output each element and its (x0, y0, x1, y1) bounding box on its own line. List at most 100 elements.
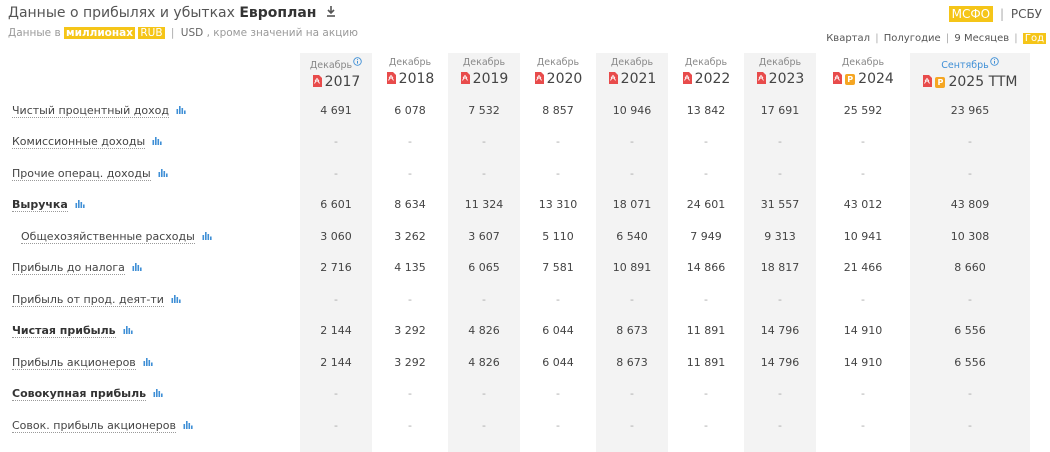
table-cell: 6 601 (320, 198, 352, 211)
column-year-label: 2022 (694, 71, 731, 87)
bar-chart-icon[interactable] (153, 387, 163, 397)
row-label[interactable]: Комиссионные доходы (12, 135, 162, 149)
row-label-text[interactable]: Совок. прибыль акционеров (12, 419, 176, 433)
column-header[interactable]: Декабрь 2022 (670, 57, 742, 89)
row-label-text[interactable]: Чистый процентный доход (12, 104, 169, 118)
bar-chart-icon[interactable] (202, 230, 212, 240)
table-cell: - (482, 135, 486, 148)
table-row: Прибыль от прод. деят-ти - - - - - - - - - (0, 290, 1050, 312)
table-cell: 14 866 (686, 261, 726, 274)
table-cell: 13 842 (686, 104, 726, 117)
period-nine-months-tab[interactable]: 9 Месяцев (954, 33, 1010, 44)
column-header[interactable]: Декабрь 2020 (522, 57, 594, 89)
info-icon[interactable] (353, 57, 362, 66)
currency-separator: | (170, 27, 175, 39)
column-month-label: Декабрь (536, 57, 580, 68)
table-cell: 31 557 (760, 198, 800, 211)
column-header[interactable]: Декабрь 2017 (300, 57, 372, 92)
row-label[interactable]: Чистая прибыль (12, 324, 133, 338)
column-header[interactable]: Декабрь 2021 (596, 57, 668, 89)
column-header[interactable]: Декабрь 2019 (448, 57, 520, 89)
pdf-report-icon[interactable] (534, 72, 544, 84)
row-label[interactable]: Прибыль до налога (12, 261, 142, 275)
row-label-text[interactable]: Прочие операц. доходы (12, 167, 151, 181)
currency-usd-button[interactable]: USD (180, 27, 204, 39)
column-header[interactable]: Декабрь 2018 (374, 57, 446, 89)
table-cell: - (704, 135, 708, 148)
period-half-tab[interactable]: Полугодие (883, 33, 941, 44)
row-label-text[interactable]: Комиссионные доходы (12, 135, 146, 149)
table-cell: - (482, 387, 486, 400)
pdf-report-icon[interactable] (312, 75, 322, 87)
column-header[interactable]: Декабрь P 2024 (818, 57, 908, 89)
info-icon[interactable] (989, 57, 999, 66)
row-label[interactable]: Совок. прибыль акционеров (12, 419, 193, 433)
column-period-month: Декабрь (818, 57, 908, 69)
period-separator: | (1014, 33, 1018, 44)
pdf-report-icon[interactable] (756, 72, 766, 84)
download-icon[interactable] (325, 5, 337, 18)
row-label-text[interactable]: Прибыль до налога (12, 261, 125, 275)
table-cell: - (778, 167, 782, 180)
table-cell: 7 581 (542, 261, 574, 274)
row-label[interactable]: Общехозяйственные расходы (21, 230, 212, 244)
table-cell: - (778, 293, 782, 306)
pdf-report-icon[interactable] (922, 75, 933, 87)
table-cell: 10 891 (612, 261, 652, 274)
bar-chart-icon[interactable] (158, 167, 168, 177)
row-label[interactable]: Чистый процентный доход (12, 104, 186, 118)
bar-chart-icon[interactable] (171, 293, 181, 303)
row-label-text[interactable]: Совокупная прибыль (12, 387, 147, 401)
table-cell: 4 135 (394, 261, 426, 274)
row-label-text[interactable]: Выручка (12, 198, 68, 212)
column-year-label: 2023 (768, 71, 805, 87)
column-year-line: P 2025 TTM (910, 72, 1030, 92)
column-period-month: Декабрь (448, 57, 520, 69)
table-cell: - (968, 167, 972, 180)
table-cell: - (556, 419, 560, 432)
bar-chart-icon[interactable] (123, 324, 133, 334)
pdf-report-icon[interactable] (460, 72, 470, 84)
row-label[interactable]: Совокупная прибыль (12, 387, 163, 401)
row-label-text[interactable]: Прибыль от прод. деят-ти (12, 293, 164, 307)
row-label[interactable]: Прибыль акционеров (12, 356, 153, 370)
period-quarter-tab[interactable]: Квартал (826, 33, 871, 44)
pdf-report-icon[interactable] (608, 72, 618, 84)
pdf-report-icon[interactable] (386, 72, 396, 84)
row-label[interactable]: Прочие операц. доходы (12, 167, 168, 181)
column-header[interactable]: Декабрь 2023 (744, 57, 816, 89)
row-label-text[interactable]: Общехозяйственные расходы (21, 230, 195, 244)
row-label-text[interactable]: Прибыль акционеров (12, 356, 136, 370)
table-cell: - (968, 293, 972, 306)
bar-chart-icon[interactable] (143, 356, 153, 366)
column-year-label: 2018 (398, 71, 435, 87)
row-label-text[interactable]: Чистая прибыль (12, 324, 116, 338)
bar-chart-icon[interactable] (75, 198, 85, 208)
column-header[interactable]: Сентябрь P 2025 TTM (910, 57, 1030, 92)
presentation-badge-icon[interactable]: P (935, 77, 946, 88)
bar-chart-icon[interactable] (176, 104, 186, 114)
units-selector[interactable]: миллионах (64, 27, 136, 39)
column-year-label: 2021 (620, 71, 657, 87)
ifrs-tab[interactable]: МСФО (948, 6, 994, 22)
table-cell: 14 910 (843, 356, 883, 369)
ras-tab[interactable]: РСБУ (1010, 7, 1042, 21)
bar-chart-icon[interactable] (183, 419, 193, 429)
period-year-tab[interactable]: Год (1022, 33, 1046, 44)
currency-rub-button[interactable]: RUB (138, 27, 165, 39)
table-cell: 6 540 (616, 230, 648, 243)
presentation-badge-icon[interactable]: P (845, 74, 856, 85)
table-cell: - (334, 419, 338, 432)
bar-chart-icon[interactable] (132, 261, 142, 271)
table-cell: - (334, 293, 338, 306)
table-row: Прибыль до налога 2 716 4 135 6 065 7 581 10 … (0, 258, 1050, 280)
pdf-report-icon[interactable] (832, 72, 843, 84)
column-year-label: 2019 (472, 71, 509, 87)
pdf-report-icon[interactable] (682, 72, 692, 84)
bar-chart-icon[interactable] (152, 135, 162, 145)
table-cell: - (778, 135, 782, 148)
row-label[interactable]: Выручка (12, 198, 85, 212)
column-month-label: Сентябрь (941, 60, 989, 71)
row-label[interactable]: Прибыль от прод. деят-ти (12, 293, 181, 307)
column-month-label: Декабрь (388, 57, 432, 68)
